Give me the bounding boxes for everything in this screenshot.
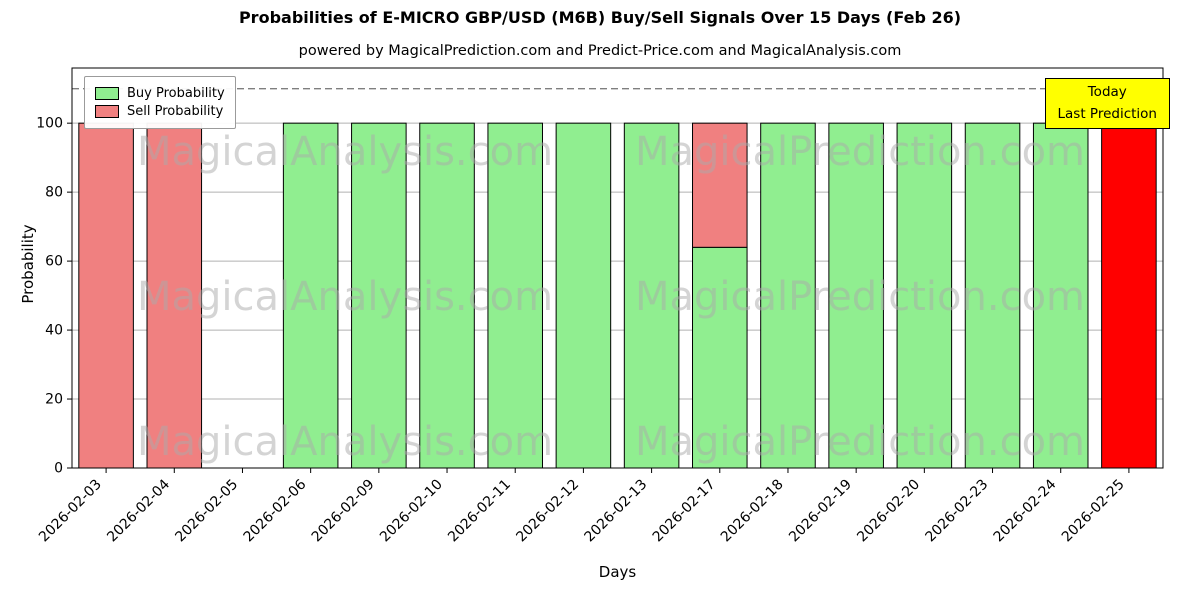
- today-annotation: Today Last Prediction: [1044, 78, 1170, 130]
- x-tick-label: 2026-02-04: [104, 476, 173, 545]
- bar-2026-02-09-buy: [351, 122, 407, 469]
- legend-item: Buy Probability: [95, 86, 225, 101]
- legend-label-sell: Sell Probability: [127, 104, 224, 119]
- x-tick-label: 2026-02-03: [36, 477, 105, 546]
- legend: Buy Probability Sell Probability: [84, 76, 236, 129]
- axes-frame: [71, 67, 1164, 469]
- x-tick-label: 2026-02-18: [718, 477, 787, 546]
- x-tick-label: 2026-02-11: [445, 477, 514, 546]
- bar-2026-02-17-sell: [692, 122, 748, 248]
- x-tick-label: 2026-02-09: [309, 477, 378, 546]
- y-tick-label: 20: [45, 392, 63, 408]
- bar-2026-02-18-buy: [760, 122, 816, 469]
- legend-swatch-sell: [95, 105, 119, 118]
- y-tick-label: 60: [45, 254, 63, 270]
- today-label-line2: Last Prediction: [1057, 105, 1157, 122]
- x-tick-label: 2026-02-24: [991, 476, 1060, 545]
- x-tick-label: 2026-02-05: [172, 477, 241, 546]
- bar-2026-02-19-buy: [828, 122, 884, 469]
- legend-label-buy: Buy Probability: [127, 86, 225, 101]
- bar-2026-02-24-buy: [1032, 122, 1089, 469]
- x-tick-label: 2026-02-20: [854, 477, 923, 546]
- x-tick-label: 2026-02-25: [1059, 477, 1128, 546]
- bar-2026-02-03-sell: [78, 122, 134, 469]
- bar-2026-02-17-buy: [692, 246, 748, 469]
- y-tick-label: 80: [45, 185, 63, 201]
- bar-2026-02-12-buy: [555, 122, 612, 469]
- y-tick-label: 40: [45, 323, 63, 339]
- x-tick-label: 2026-02-06: [241, 476, 310, 545]
- y-tick-label: 0: [54, 461, 63, 477]
- x-tick-label: 2026-02-17: [650, 477, 719, 546]
- y-tick-label: 100: [36, 116, 63, 132]
- x-tick-label: 2026-02-13: [582, 477, 651, 546]
- bar-2026-02-13-buy: [623, 122, 680, 469]
- x-tick-label: 2026-02-12: [513, 477, 582, 546]
- legend-swatch-buy: [95, 87, 119, 100]
- x-axis-label: Days: [598, 563, 637, 581]
- bar-2026-02-20-buy: [896, 122, 953, 469]
- today-label-line1: Today: [1087, 84, 1127, 100]
- bar-2026-02-11-buy: [487, 122, 543, 469]
- x-tick-label: 2026-02-23: [923, 477, 992, 546]
- legend-item: Sell Probability: [95, 104, 225, 119]
- bar-2026-02-10-buy: [419, 122, 475, 469]
- bar-2026-02-23-buy: [964, 122, 1021, 469]
- chart-subtitle: powered by MagicalPrediction.com and Pre…: [298, 43, 902, 59]
- chart-title: Probabilities of E-MICRO GBP/USD (M6B) B…: [238, 8, 962, 27]
- x-tick-label: 2026-02-19: [786, 477, 855, 546]
- bar-2026-02-04-sell: [146, 122, 203, 469]
- bar-2026-02-25-sell: [1101, 122, 1157, 469]
- bar-2026-02-06-buy: [282, 122, 339, 469]
- x-tick-label: 2026-02-10: [377, 477, 446, 546]
